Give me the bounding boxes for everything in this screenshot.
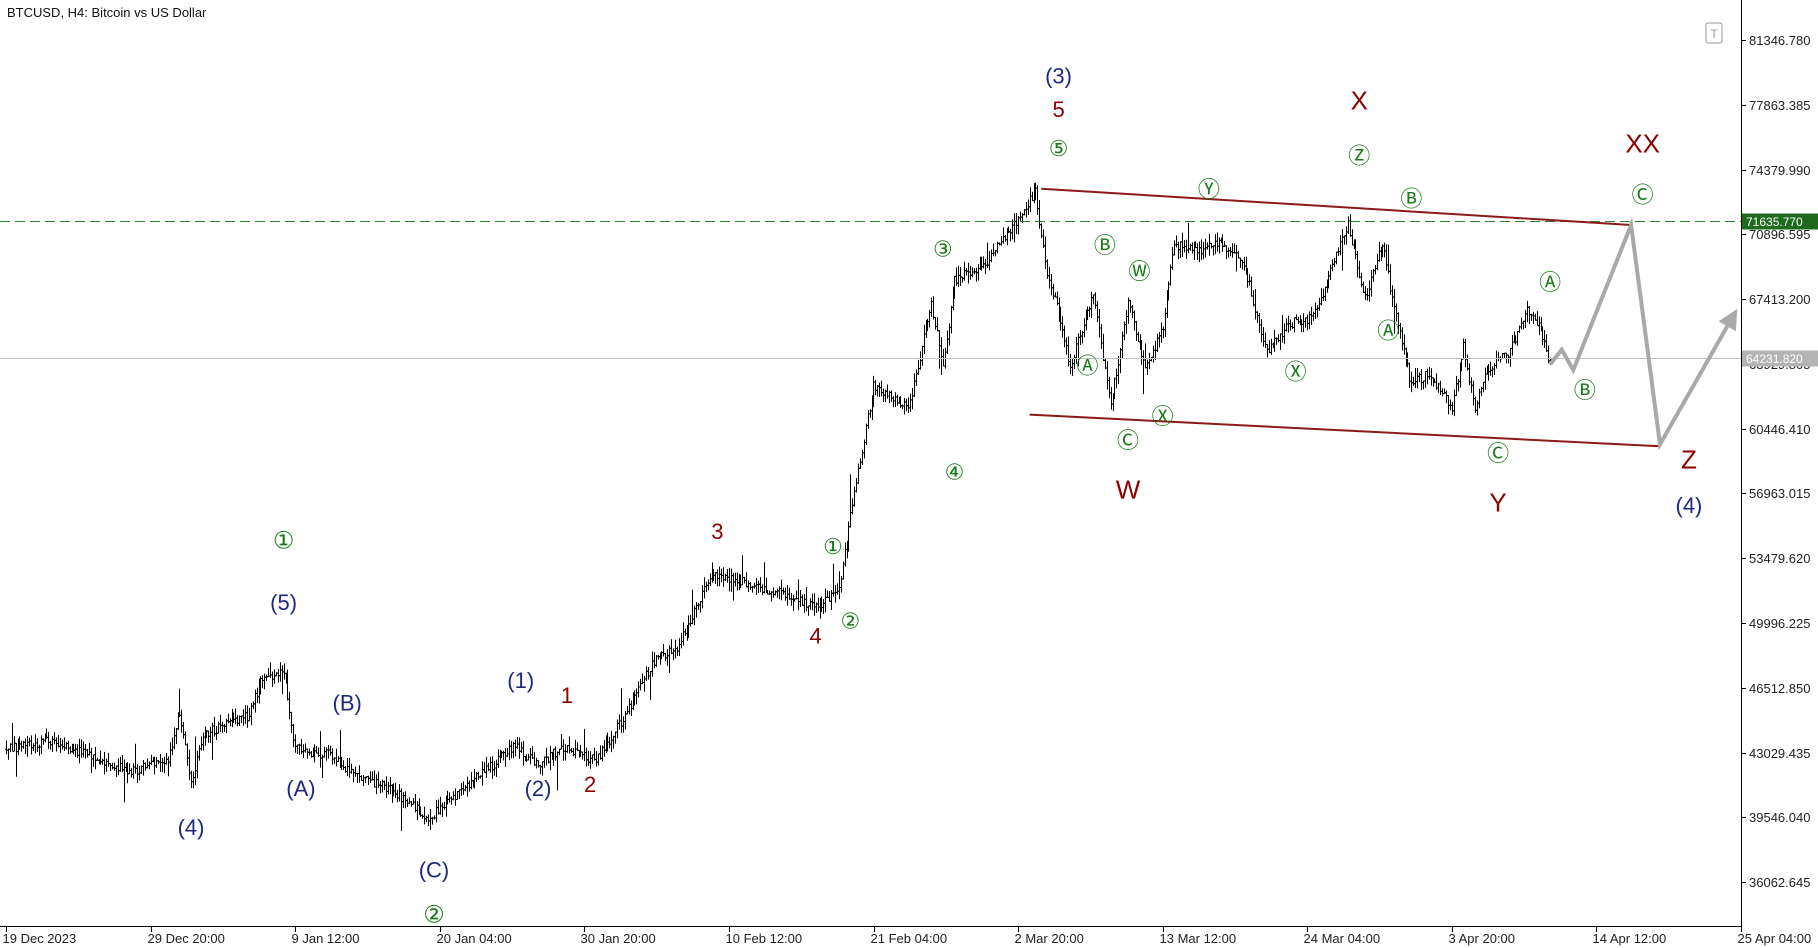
y-tick-label: 77863.385 bbox=[1749, 98, 1810, 113]
y-tick-label: 49996.225 bbox=[1749, 616, 1810, 631]
channel-line-lower bbox=[1029, 413, 1661, 448]
wave-label: 5 bbox=[1052, 97, 1064, 122]
wave-label: W bbox=[1116, 474, 1141, 504]
x-tick-label: 20 Jan 04:00 bbox=[437, 931, 512, 946]
y-tick-label: 39546.040 bbox=[1749, 810, 1810, 825]
y-tick-label: 56963.015 bbox=[1749, 486, 1810, 501]
level-price-badge-bg bbox=[1742, 213, 1818, 230]
x-tick-label: 24 Mar 04:00 bbox=[1304, 931, 1381, 946]
y-tick-label: 60446.410 bbox=[1749, 422, 1810, 437]
x-tick-label: 9 Jan 12:00 bbox=[292, 931, 360, 946]
y-tick-label: 53479.620 bbox=[1749, 551, 1810, 566]
x-tick-label: 29 Dec 20:00 bbox=[148, 931, 225, 946]
wave-label: ① bbox=[823, 534, 843, 559]
wave-label: ③ bbox=[933, 237, 953, 262]
wave-label: (5) bbox=[270, 590, 297, 615]
x-tick-label: 30 Jan 20:00 bbox=[581, 931, 656, 946]
x-tick-label: 2 Mar 20:00 bbox=[1015, 931, 1084, 946]
wave-label: Ⓐ bbox=[1377, 318, 1399, 343]
wave-label: Ⓒ bbox=[1632, 183, 1654, 208]
x-tick-label: 21 Feb 04:00 bbox=[871, 931, 948, 946]
wave-label: ① bbox=[273, 528, 295, 555]
wave-label: (4) bbox=[1676, 493, 1703, 518]
current-price-badge: 64231.820 bbox=[1742, 350, 1818, 367]
current-price-badge-bg bbox=[1742, 350, 1818, 367]
wave-label: (B) bbox=[333, 690, 362, 715]
wave-label: Ⓨ bbox=[1198, 177, 1220, 202]
y-tick-label: 36062.645 bbox=[1749, 875, 1810, 890]
wave-label: Ⓩ bbox=[1348, 144, 1370, 169]
y-tick-label: 70896.595 bbox=[1749, 227, 1810, 242]
wave-label: Ⓑ bbox=[1400, 186, 1422, 211]
x-tick-label: 14 Apr 12:00 bbox=[1593, 931, 1667, 946]
wave-label: (4) bbox=[178, 815, 205, 840]
x-tick-label: 19 Dec 2023 bbox=[3, 931, 77, 946]
wave-label: Ⓦ bbox=[1129, 259, 1151, 284]
channel-line-upper bbox=[1041, 187, 1632, 226]
toggle-button-label: T bbox=[1710, 27, 1718, 41]
wave-label: (A) bbox=[286, 776, 315, 801]
wave-label: Ⓐ bbox=[1076, 354, 1098, 379]
toggle-button[interactable]: T bbox=[1705, 22, 1723, 44]
wave-label: Ⓒ bbox=[1117, 428, 1139, 453]
wave-label: Ⓐ bbox=[1539, 270, 1561, 295]
wave-label: 1 bbox=[561, 683, 573, 708]
x-tick-label: 25 Apr 04:00 bbox=[1738, 931, 1812, 946]
wave-label: XX bbox=[1625, 128, 1660, 158]
wave-label: Y bbox=[1489, 487, 1506, 517]
x-tick-label: 3 Apr 20:00 bbox=[1449, 931, 1516, 946]
wave-label: ② bbox=[423, 901, 445, 928]
forecast-path bbox=[1548, 217, 1738, 451]
plot-region: ① (5) (4) (A) (B) (C) ② (1) 1 (2) 2 3 4 ① ② ③ ④ (3) 5 ⑤ Ⓑ Ⓦ Ⓐ Ⓧ… bbox=[0, 64, 1741, 928]
wave-label: Ⓒ bbox=[1487, 441, 1509, 466]
wave-label: (2) bbox=[525, 776, 552, 801]
wave-label: Ⓑ bbox=[1574, 378, 1596, 403]
wave-label: Ⓧ bbox=[1152, 404, 1174, 429]
wave-label: Z bbox=[1681, 445, 1697, 475]
wave-label: Ⓧ bbox=[1285, 359, 1307, 384]
chart-title: BTCUSD, H4: Bitcoin vs US Dollar bbox=[7, 5, 207, 20]
y-tick-label: 46512.850 bbox=[1749, 681, 1810, 696]
wave-label: (C) bbox=[419, 858, 450, 883]
wave-label: ⑤ bbox=[1049, 136, 1069, 161]
wave-label: 4 bbox=[810, 623, 822, 648]
wave-label: ② bbox=[840, 608, 860, 633]
x-tick-label: 13 Mar 12:00 bbox=[1160, 931, 1237, 946]
price-bars bbox=[5, 182, 1552, 832]
wave-label: 2 bbox=[584, 772, 596, 797]
y-tick-label: 74379.990 bbox=[1749, 163, 1810, 178]
wave-label: ④ bbox=[945, 460, 965, 485]
x-tick-label: 10 Feb 12:00 bbox=[726, 931, 803, 946]
level-price-badge-text: 71635.770 bbox=[1746, 215, 1803, 229]
y-tick-label: 43029.435 bbox=[1749, 746, 1810, 761]
level-price-badge: 71635.770 bbox=[1742, 213, 1818, 230]
current-price-badge-text: 64231.820 bbox=[1746, 352, 1803, 366]
wave-label: (3) bbox=[1045, 64, 1072, 89]
y-tick-label: 81346.780 bbox=[1749, 33, 1810, 48]
wave-label: (1) bbox=[507, 668, 534, 693]
wave-label: X bbox=[1351, 86, 1368, 116]
wave-label: 3 bbox=[711, 519, 723, 544]
wave-label: Ⓑ bbox=[1094, 233, 1116, 258]
y-tick-label: 67413.200 bbox=[1749, 292, 1810, 307]
